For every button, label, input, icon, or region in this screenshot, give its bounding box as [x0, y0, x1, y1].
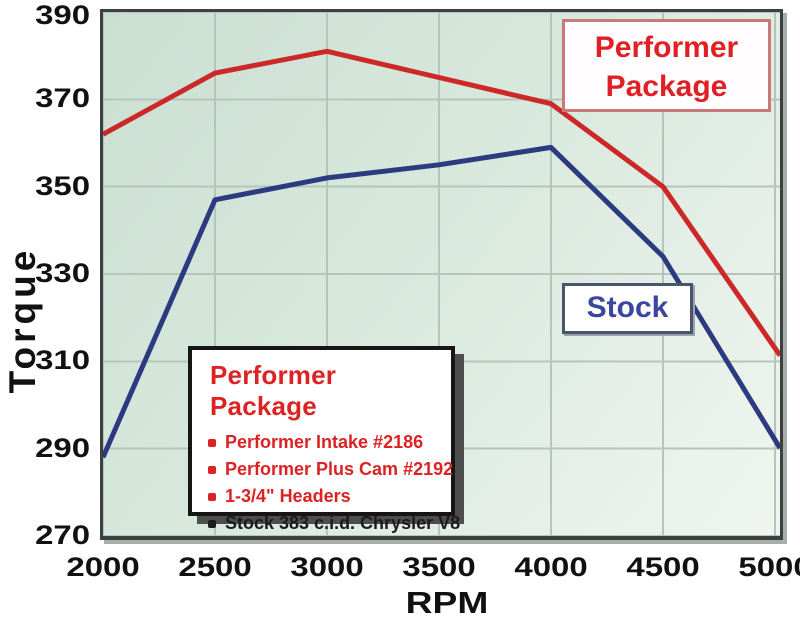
- legend-performer-line1: Performer: [594, 31, 739, 64]
- bullet-icon: [208, 492, 216, 501]
- x-tick-label: 2000: [66, 552, 140, 582]
- spec-item-text: Performer Plus Cam #2192: [225, 459, 454, 479]
- y-tick-label: 310: [35, 345, 90, 376]
- spec-item-list: Performer Intake #2186 Performer Plus Cam…: [208, 429, 460, 537]
- series-line-performer-package: [103, 48, 780, 357]
- x-tick-label: 2500: [178, 552, 252, 582]
- y-tick-label: 370: [35, 83, 90, 114]
- y-tick-label: 350: [35, 170, 90, 201]
- series-line-stock: [103, 144, 780, 459]
- y-tick-label: 290: [35, 432, 90, 463]
- bullet-icon: [208, 519, 216, 528]
- y-tick-label: 330: [35, 258, 90, 288]
- spec-box-title: Performer Package: [210, 360, 337, 421]
- legend-stock-label: Stock: [586, 291, 669, 324]
- bullet-icon: [208, 438, 216, 447]
- bullet-icon: [208, 465, 216, 474]
- spec-item-text: Performer Intake #2186: [225, 432, 424, 452]
- x-axis-title: RPM: [405, 585, 489, 620]
- legend-performer-package-box: Performer Package: [562, 19, 771, 112]
- x-tick-label: 3500: [402, 552, 476, 582]
- legend-performer-line2: Package: [605, 70, 728, 103]
- spec-item: Performer Plus Cam #2192: [208, 456, 453, 483]
- legend-stock-box: Stock: [562, 283, 693, 334]
- x-tick-label: 4000: [514, 552, 588, 582]
- x-tick-label: 3000: [290, 552, 364, 582]
- y-tick-label: 390: [35, 0, 90, 30]
- spec-item: Performer Intake #2186: [208, 429, 445, 456]
- spec-callout-box: Performer Package Performer Intake #2186…: [188, 346, 460, 533]
- y-tick-label: 270: [35, 520, 90, 550]
- spec-item: Stock 383 c.i.d. Chrysler V8: [208, 510, 460, 537]
- x-tick-label: 5000: [738, 552, 800, 582]
- spec-item-text: 1-3/4" Headers: [225, 486, 351, 506]
- x-tick-label: 4500: [626, 552, 700, 582]
- spec-item: 1-3/4" Headers: [208, 483, 445, 510]
- spec-item-text: Stock 383 c.i.d. Chrysler V8: [225, 513, 461, 533]
